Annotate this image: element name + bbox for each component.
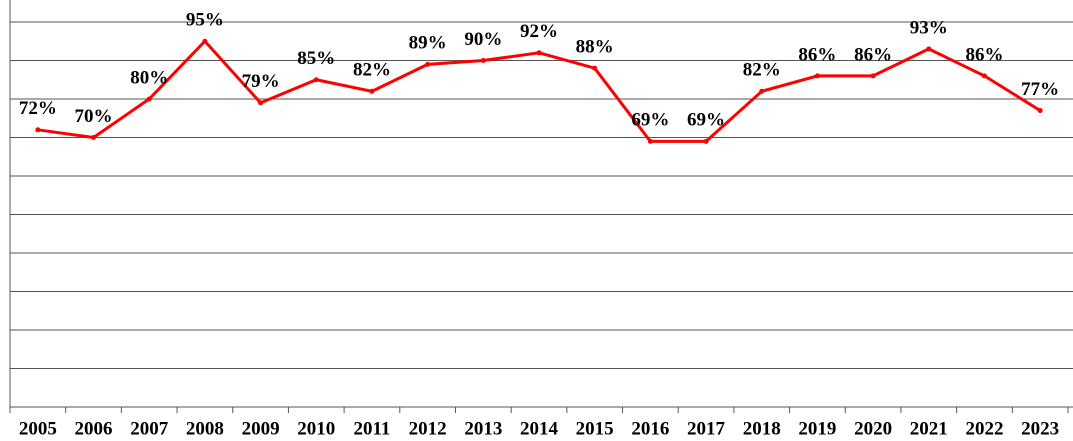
point: [91, 135, 97, 140]
x-tick-label: 2013: [464, 418, 502, 439]
data-label: 72%: [19, 98, 57, 119]
point: [1037, 108, 1043, 114]
point: [425, 61, 431, 67]
data-label: 90%: [464, 29, 502, 50]
data-label: 80%: [130, 67, 168, 88]
point: [313, 77, 319, 83]
data-label: 82%: [353, 60, 391, 81]
point: [146, 96, 152, 102]
point: [703, 138, 709, 144]
x-tick-label: 2014: [520, 418, 559, 439]
data-label: 82%: [743, 60, 781, 81]
data-label: 79%: [242, 71, 280, 92]
x-tick-label: 2008: [186, 418, 224, 439]
point: [202, 38, 208, 44]
data-label: 88%: [576, 37, 614, 58]
data-label: 89%: [409, 33, 447, 54]
point: [647, 138, 653, 144]
x-tick-label: 2012: [409, 418, 447, 439]
point: [926, 46, 932, 52]
data-label: 77%: [1021, 79, 1059, 100]
x-tick-label: 2007: [130, 418, 169, 439]
data-label: 92%: [520, 21, 558, 42]
data-label: 86%: [965, 44, 1003, 65]
x-tick-label: 2022: [965, 418, 1003, 439]
point: [480, 58, 486, 63]
data-label: 70%: [75, 106, 113, 127]
x-tick-label: 2020: [854, 418, 892, 439]
point: [35, 127, 41, 133]
x-tick-label: 2006: [75, 418, 113, 439]
point: [981, 73, 987, 79]
x-tick-label: 2009: [242, 418, 280, 439]
data-label: 69%: [631, 110, 669, 131]
point: [759, 88, 765, 94]
data-label: 86%: [854, 44, 892, 65]
data-label: 86%: [798, 44, 836, 65]
point: [258, 100, 264, 106]
x-tick-label: 2021: [910, 418, 948, 439]
x-tick-label: 2010: [297, 418, 335, 439]
x-tick-label: 2015: [576, 418, 614, 439]
data-label: 85%: [297, 48, 335, 69]
point: [369, 88, 375, 94]
data-label: 93%: [910, 17, 948, 38]
point: [592, 65, 598, 71]
data-label: 95%: [186, 10, 224, 31]
point: [870, 73, 876, 79]
point: [536, 50, 542, 56]
point: [814, 73, 820, 79]
x-tick-label: 2011: [353, 418, 390, 439]
data-label: 69%: [687, 110, 725, 131]
x-tick-label: 2018: [743, 418, 781, 439]
x-tick-label: 2017: [687, 418, 726, 439]
x-tick-label: 2016: [631, 418, 669, 439]
x-tick-label: 2023: [1021, 418, 1059, 439]
x-tick-label: 2019: [798, 418, 836, 439]
x-tick-label: 2005: [19, 418, 57, 439]
